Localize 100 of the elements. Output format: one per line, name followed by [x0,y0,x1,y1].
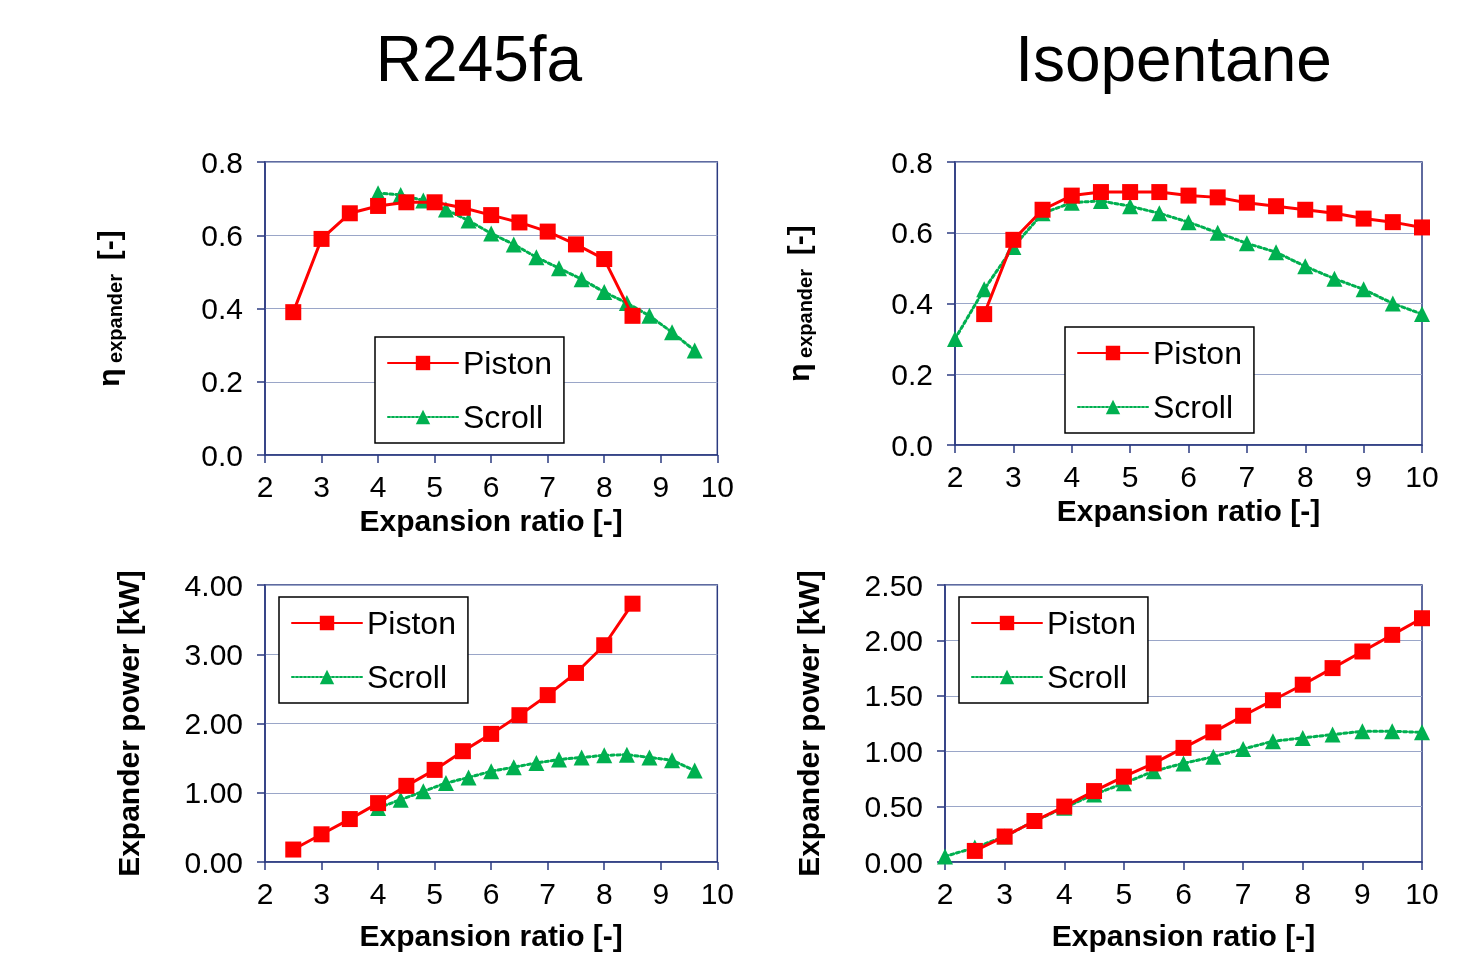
point [1354,723,1371,740]
y-tick-label: 0.0 [201,438,243,472]
point [1324,660,1341,677]
point [1268,244,1285,261]
chart-title: R245fa [375,23,583,95]
point [573,749,590,766]
x-axis-title: Expansion ratio [-] [1051,918,1316,952]
point [1180,187,1197,204]
y-tick-label: 0.2 [891,357,933,391]
y-tick-label: 0.4 [201,292,243,325]
point [1324,726,1341,743]
point [313,230,330,247]
point [1355,210,1372,227]
point [567,664,584,681]
x-tick-label: 9 [1354,876,1371,910]
point [398,194,415,211]
point [483,207,500,224]
y-axis-title: ηexpander [-] [91,230,126,387]
point [1354,643,1371,660]
y-tick-label: 0.4 [891,287,933,320]
point [1151,205,1168,222]
point [1326,205,1343,222]
y-axis-title: Expander power [kW] [111,570,145,877]
point [1122,184,1139,201]
legend-label: Piston [367,605,456,641]
point [341,811,358,828]
x-tick-label: 6 [1180,459,1197,493]
y-tick-label: 4.00 [184,568,243,602]
legend-label: Scroll [1153,389,1234,425]
point [528,249,545,266]
point [624,307,641,324]
point [1384,214,1401,231]
y-tick-label: 2.00 [184,707,243,740]
point [1175,755,1192,772]
point [573,271,590,288]
x-tick-label: 4 [369,469,387,503]
x-tick-label: 5 [1115,876,1133,910]
point [1384,295,1401,312]
x-tick-label: 10 [1405,459,1439,493]
y-tick-label: 1.50 [864,679,923,713]
point [426,194,443,211]
point [483,763,500,780]
x-tick-label: 9 [652,469,670,503]
x-tick-label: 2 [256,469,274,503]
y-tick-label: 0.6 [891,216,933,250]
x-tick-label: 10 [1405,876,1439,910]
y-tick-label: 2.00 [864,623,923,657]
point [398,777,415,794]
point [370,795,387,812]
point [664,324,681,341]
point [505,236,522,253]
x-tick-label: 10 [700,876,734,910]
x-tick-label: 5 [426,469,443,503]
x-tick-label: 4 [369,876,387,910]
x-tick-label: 10 [700,469,734,503]
point [1034,201,1051,218]
point [596,637,613,654]
point [1414,724,1430,741]
point [505,759,522,776]
x-tick-label: 8 [1294,876,1312,910]
point [1175,739,1192,756]
point [1151,184,1168,201]
y-axis-title: Expander power [kW] [791,570,825,877]
point [1238,194,1255,211]
point [539,223,556,240]
point [1145,755,1162,772]
x-tick-label: 3 [1005,459,1022,493]
point [528,754,545,771]
y-tick-label: 1.00 [864,734,923,768]
point [313,826,330,843]
x-tick-label: 2 [946,459,964,493]
x-tick-label: 2 [256,876,274,910]
point [1238,235,1255,252]
point [686,762,703,779]
point [1235,707,1252,724]
point [1294,729,1311,746]
x-tick-label: 6 [1175,876,1192,910]
legend-label: Scroll [367,659,448,695]
y-tick-label: 0.00 [184,845,243,879]
x-tick-label: 8 [595,876,613,910]
x-tick-label: 5 [1121,459,1139,493]
point [1122,198,1139,215]
chart-title: Isopentane [1015,23,1332,95]
point [947,330,963,347]
y-tick-label: 0.50 [864,790,923,824]
x-axis-title: Expansion ratio [-] [359,504,623,538]
y-tick-label: 2.50 [864,568,923,602]
x-tick-label: 8 [595,469,613,503]
point [1414,610,1430,627]
point [1326,270,1343,287]
y-tick-label: 3.00 [184,637,243,671]
point [454,743,471,760]
point [1268,198,1285,215]
point [641,307,658,324]
x-tick-label: 7 [1238,459,1256,493]
legend-label: Scroll [1047,659,1128,695]
point [437,775,454,792]
x-tick-label: 2 [936,876,954,910]
point [1063,187,1080,204]
x-tick-label: 3 [996,876,1013,910]
